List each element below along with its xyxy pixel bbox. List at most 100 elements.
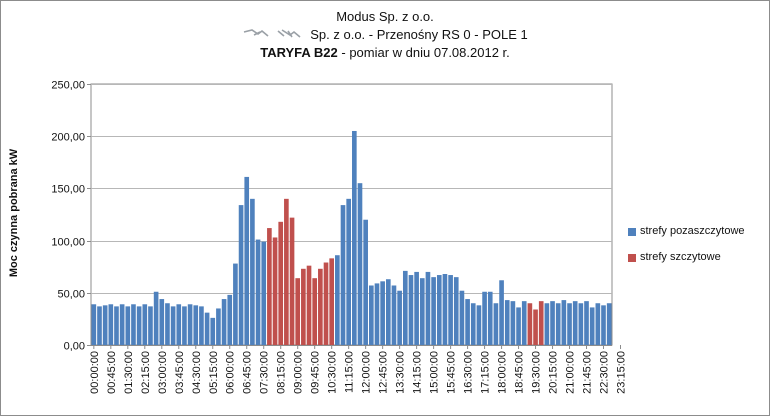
bar-off-peak <box>419 278 425 345</box>
x-tick-label: 08:15:00 <box>276 351 288 394</box>
x-tick-label: 09:45:00 <box>310 351 322 394</box>
y-tick-label: 0,00 <box>64 341 85 353</box>
legend-label-off-peak: strefy pozaszczytowe <box>640 225 745 237</box>
x-tick-label: 07:30:00 <box>259 351 271 394</box>
bar-off-peak <box>391 285 397 345</box>
chart-title: Modus Sp. z o.o. Sp. z o.o. - Przenośny … <box>0 8 770 62</box>
bar-off-peak <box>567 303 572 345</box>
x-tick-label: 00:00:00 <box>89 351 101 394</box>
redacted-name-mark <box>244 29 301 38</box>
bar-off-peak <box>436 275 442 345</box>
bar-off-peak <box>153 291 159 345</box>
bar-off-peak <box>465 299 470 345</box>
y-tick-label: 50,00 <box>57 289 85 301</box>
bar-off-peak <box>589 307 595 345</box>
x-tick-label: 01:30:00 <box>123 351 135 394</box>
bar-off-peak <box>493 303 499 345</box>
bar-off-peak <box>119 304 125 345</box>
chart-title-line-2: Sp. z o.o. - Przenośny RS 0 - POLE 1 <box>0 26 770 44</box>
x-tick-label: 18:45:00 <box>514 351 526 394</box>
bar-off-peak <box>470 303 476 345</box>
bar-off-peak <box>136 306 142 345</box>
bar-off-peak <box>374 283 380 345</box>
bar-off-peak <box>210 317 216 345</box>
bar-peak <box>527 303 533 345</box>
x-tick-label: 03:45:00 <box>174 351 186 394</box>
bar-off-peak <box>233 263 238 345</box>
bar-off-peak <box>414 271 419 345</box>
y-tick-label: 100,00 <box>51 237 85 249</box>
y-tick-label: 200,00 <box>51 132 85 144</box>
bar-off-peak <box>187 304 193 345</box>
bar-off-peak <box>482 291 487 345</box>
x-tick-label: 15:00:00 <box>429 351 441 394</box>
bar-off-peak <box>606 303 612 345</box>
x-tick-label: 23:15:00 <box>615 351 627 394</box>
bar-off-peak <box>561 300 567 345</box>
x-tick-label: 09:00:00 <box>293 351 305 394</box>
bar-off-peak <box>504 300 510 345</box>
legend-label-peak: strefy szczytowe <box>640 251 721 263</box>
bar-off-peak <box>255 239 261 345</box>
bar-off-peak <box>352 130 357 345</box>
x-tick-label: 04:30:00 <box>191 351 203 394</box>
bar-off-peak <box>357 183 363 345</box>
bar-off-peak <box>442 274 448 345</box>
bar-off-peak <box>499 280 504 345</box>
x-tick-label: 13:30:00 <box>395 351 407 394</box>
chart-title-line-3: TARYFA B22 - pomiar w dniu 07.08.2012 r. <box>0 44 770 62</box>
y-tick-label: 150,00 <box>51 184 85 196</box>
bar-peak <box>538 301 544 345</box>
bar-off-peak <box>363 219 368 345</box>
bar-off-peak <box>216 308 221 345</box>
bar-off-peak <box>476 305 482 345</box>
bar-off-peak <box>572 301 578 345</box>
bar-peak <box>301 268 306 345</box>
bar-off-peak <box>142 304 148 345</box>
bar-peak <box>312 278 318 345</box>
x-tick-label: 11:15:00 <box>344 351 356 393</box>
bar-off-peak <box>408 275 414 345</box>
bar-peak <box>267 228 272 345</box>
bar-off-peak <box>250 198 255 345</box>
bar-off-peak <box>578 303 584 345</box>
bar-peak <box>272 237 278 345</box>
bar-off-peak <box>453 277 459 345</box>
legend-swatch-off-peak <box>628 228 636 236</box>
bar-off-peak <box>431 277 436 345</box>
tariff-label: TARYFA B22 <box>260 45 338 60</box>
bar-off-peak <box>402 270 408 345</box>
bar-peak <box>323 262 329 345</box>
x-tick-label: 10:30:00 <box>327 351 339 394</box>
measurement-date-text: - pomiar w dniu 07.08.2012 r. <box>337 45 510 60</box>
bar-peak <box>533 309 538 345</box>
bar-off-peak <box>227 294 233 345</box>
bar-off-peak <box>108 304 114 345</box>
bar-off-peak <box>221 299 227 345</box>
x-tick-label: 20:15:00 <box>548 351 560 394</box>
bar-peak <box>295 278 301 345</box>
bar-off-peak <box>516 307 521 345</box>
bar-off-peak <box>544 303 550 345</box>
bar-peak <box>329 258 334 345</box>
chart-title-line-1: Modus Sp. z o.o. <box>336 9 434 24</box>
x-tick-label: 22:30:00 <box>599 351 611 394</box>
bar-off-peak <box>369 285 374 345</box>
x-tick-label: 12:00:00 <box>361 351 373 394</box>
x-tick-label: 19:30:00 <box>531 351 543 394</box>
bar-off-peak <box>521 301 527 345</box>
bar-off-peak <box>601 305 606 345</box>
bar-off-peak <box>148 306 153 345</box>
x-tick-label: 06:45:00 <box>242 351 254 394</box>
x-tick-label: 14:15:00 <box>412 351 424 394</box>
bar-off-peak <box>487 291 493 345</box>
x-tick-label: 21:00:00 <box>565 351 577 394</box>
x-tick-label: 18:00:00 <box>497 351 509 394</box>
bar-off-peak <box>335 255 340 345</box>
bar-off-peak <box>550 301 555 345</box>
x-tick-label: 16:30:00 <box>463 351 475 394</box>
chart-title-line-2-text: Sp. z o.o. - Przenośny RS 0 - POLE 1 <box>310 27 528 42</box>
bar-off-peak <box>595 303 601 345</box>
bar-off-peak <box>244 176 250 345</box>
bar-off-peak <box>102 305 108 345</box>
